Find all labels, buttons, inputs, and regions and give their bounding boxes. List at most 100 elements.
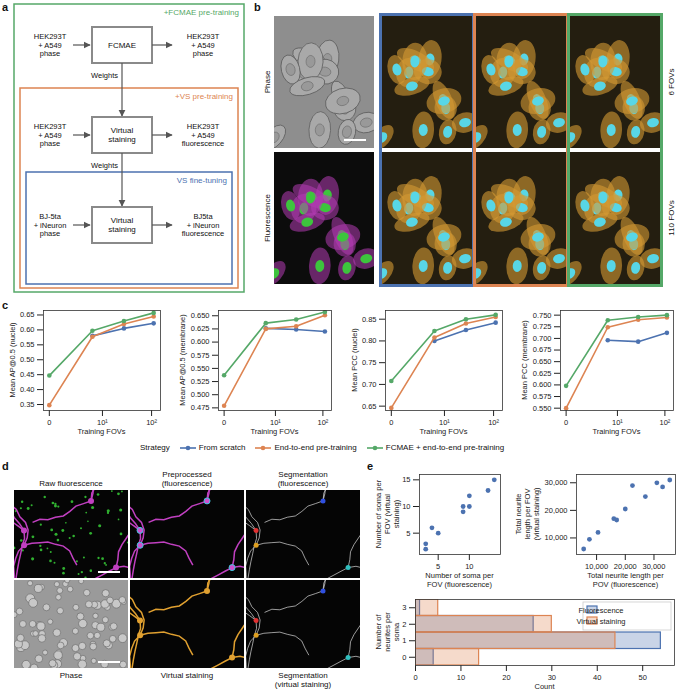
svg-text:Fluorescence: Fluorescence <box>578 606 623 615</box>
svg-text:0: 0 <box>413 673 417 682</box>
svg-text:0.40: 0.40 <box>20 385 35 394</box>
svg-text:Mean PCC (membrane): Mean PCC (membrane) <box>520 320 529 400</box>
svg-text:VS fine-tuning: VS fine-tuning <box>177 176 227 185</box>
svg-text:6 FOVs: 6 FOVs <box>667 68 676 95</box>
svg-text:0.625: 0.625 <box>191 324 210 333</box>
svg-text:0.70: 0.70 <box>362 380 377 389</box>
svg-text:Mean AP@0.5 (membrane): Mean AP@0.5 (membrane) <box>178 314 187 406</box>
svg-text:HEK293T+ A549fluorescence: HEK293T+ A549fluorescence <box>182 122 225 148</box>
svg-text:0.600: 0.600 <box>191 337 210 346</box>
svg-text:Preprocessed(fluorescence): Preprocessed(fluorescence) <box>162 470 213 488</box>
svg-text:BJ-5ta+ iNeuronphase: BJ-5ta+ iNeuronphase <box>34 212 67 238</box>
svg-text:Fluorescence: Fluorescence <box>263 193 272 242</box>
svg-text:HEK293T+ A549phase: HEK293T+ A549phase <box>187 32 220 58</box>
svg-text:FCMAE: FCMAE <box>108 41 136 50</box>
svg-text:Count: Count <box>534 682 555 691</box>
svg-text:(virtual staining): (virtual staining) <box>532 487 541 540</box>
svg-text:40: 40 <box>593 673 601 682</box>
svg-text:10¹: 10¹ <box>612 418 623 427</box>
svg-text:0: 0 <box>402 653 406 662</box>
svg-text:0.650: 0.650 <box>191 311 210 320</box>
svg-text:Raw fluorescence: Raw fluorescence <box>39 479 103 488</box>
svg-text:30,000: 30,000 <box>545 478 568 487</box>
svg-text:3: 3 <box>402 603 406 612</box>
svg-text:0.35: 0.35 <box>20 400 35 409</box>
svg-text:0.550: 0.550 <box>533 404 552 413</box>
svg-text:0.50: 0.50 <box>20 355 35 364</box>
svg-text:0.500: 0.500 <box>191 390 210 399</box>
svg-text:30,000: 30,000 <box>643 562 666 571</box>
svg-text:Training FOVs: Training FOVs <box>419 427 467 436</box>
svg-text:5: 5 <box>436 562 440 571</box>
svg-text:10¹: 10¹ <box>270 418 281 427</box>
svg-text:Mean AP@0.5 (nuclei): Mean AP@0.5 (nuclei) <box>8 322 17 398</box>
svg-text:2: 2 <box>402 620 406 629</box>
svg-text:Training FOVs: Training FOVs <box>77 427 125 436</box>
svg-text:Phase: Phase <box>263 70 272 93</box>
svg-text:0.65: 0.65 <box>20 310 35 319</box>
svg-text:Virtual staining: Virtual staining <box>576 617 625 626</box>
svg-text:Training FOVs: Training FOVs <box>250 427 298 436</box>
svg-text:0.600: 0.600 <box>533 380 552 389</box>
svg-text:+FCMAE pre-training: +FCMAE pre-training <box>164 8 239 17</box>
svg-text:20: 20 <box>502 673 510 682</box>
svg-text:0.575: 0.575 <box>533 392 552 401</box>
svg-text:0.475: 0.475 <box>191 403 210 412</box>
svg-text:FOV (virtual: FOV (virtual <box>383 494 392 534</box>
svg-text:+VS pre-training: +VS pre-training <box>175 92 233 101</box>
svg-text:0.80: 0.80 <box>362 336 377 345</box>
svg-text:20,000: 20,000 <box>614 562 637 571</box>
svg-text:FOV (fluorescence): FOV (fluorescence) <box>427 580 493 589</box>
svg-text:Total neurite: Total neurite <box>514 494 523 535</box>
svg-text:10,000: 10,000 <box>545 533 568 542</box>
svg-text:10: 10 <box>465 562 473 571</box>
svg-text:0: 0 <box>222 418 226 427</box>
svg-text:Number of: Number of <box>374 614 383 650</box>
svg-text:0.65: 0.65 <box>362 402 377 411</box>
svg-text:0.60: 0.60 <box>20 325 35 334</box>
svg-text:0.55: 0.55 <box>20 340 35 349</box>
svg-text:0.675: 0.675 <box>533 345 552 354</box>
svg-text:Segmentation(virtual staining): Segmentation(virtual staining) <box>275 671 332 689</box>
svg-text:e: e <box>367 460 373 472</box>
svg-text:staining): staining) <box>392 499 401 528</box>
svg-text:5: 5 <box>406 529 410 538</box>
svg-text:0: 0 <box>389 418 393 427</box>
svg-text:110 FOVs: 110 FOVs <box>667 200 676 235</box>
svg-text:0: 0 <box>564 418 568 427</box>
svg-text:0.750: 0.750 <box>533 311 552 320</box>
svg-text:0: 0 <box>47 418 51 427</box>
svg-text:d: d <box>2 460 9 472</box>
svg-text:POV (fluorescence): POV (fluorescence) <box>593 580 659 589</box>
svg-text:Virtualstaining: Virtualstaining <box>108 126 136 144</box>
svg-text:BJ5ta+ iNeuronfluorescence: BJ5ta+ iNeuronfluorescence <box>182 212 225 238</box>
svg-text:Mean PCC (nuclei): Mean PCC (nuclei) <box>350 328 359 392</box>
svg-text:10,000: 10,000 <box>585 562 608 571</box>
svg-text:0.45: 0.45 <box>20 370 35 379</box>
svg-text:b: b <box>254 1 261 13</box>
svg-text:0.75: 0.75 <box>362 358 377 367</box>
svg-text:0.700: 0.700 <box>533 334 552 343</box>
svg-text:15: 15 <box>402 475 410 484</box>
svg-text:Number of soma per: Number of soma per <box>374 479 383 548</box>
svg-text:0.625: 0.625 <box>533 369 552 378</box>
svg-text:50: 50 <box>639 673 647 682</box>
svg-text:Phase: Phase <box>60 671 83 680</box>
svg-text:10: 10 <box>402 502 410 511</box>
svg-text:Weights: Weights <box>91 161 118 170</box>
svg-text:1: 1 <box>402 636 406 645</box>
svg-text:0.85: 0.85 <box>362 315 377 324</box>
svg-text:Total neurite length per: Total neurite length per <box>587 571 664 580</box>
svg-text:Virtual staining: Virtual staining <box>161 671 213 680</box>
svg-text:30: 30 <box>548 673 556 682</box>
svg-text:Weights: Weights <box>91 71 118 80</box>
svg-text:Number of soma per: Number of soma per <box>425 571 494 580</box>
svg-text:Segmentation(fluorescence): Segmentation(fluorescence) <box>278 470 329 488</box>
svg-text:0.650: 0.650 <box>533 357 552 366</box>
svg-text:0.525: 0.525 <box>191 377 210 386</box>
svg-text:10²: 10² <box>488 418 499 427</box>
svg-text:10²: 10² <box>659 418 670 427</box>
svg-text:Training FOVs: Training FOVs <box>592 427 640 436</box>
svg-text:0.550: 0.550 <box>191 364 210 373</box>
svg-text:0.575: 0.575 <box>191 351 210 360</box>
